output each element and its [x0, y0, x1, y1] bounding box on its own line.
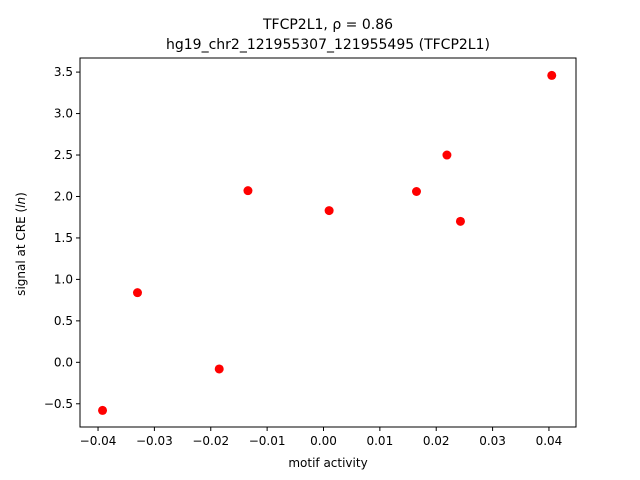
y-tick-label: 0.5	[54, 314, 73, 328]
y-tick-label: 1.5	[54, 231, 73, 245]
x-tick-label: 0.02	[423, 434, 450, 448]
x-tick-label: −0.01	[249, 434, 286, 448]
data-point	[214, 364, 224, 374]
y-tick-label: 1.0	[54, 272, 73, 286]
points-layer	[98, 70, 557, 415]
x-tick-label: −0.03	[136, 434, 173, 448]
y-axis-label-italic: ln	[14, 197, 28, 208]
x-tick-label: −0.04	[80, 434, 117, 448]
data-point	[411, 187, 421, 197]
y-axis-label-prefix: signal at CRE (	[14, 208, 28, 296]
x-axis-label: motif activity	[288, 456, 367, 470]
x-axis-ticks: −0.04 −0.03 −0.02 −0.01 0.00 0.01 0.02 0.03 0.04	[80, 427, 563, 448]
data-point	[324, 206, 334, 216]
data-point	[547, 70, 557, 80]
y-tick-label: 0.0	[54, 355, 73, 369]
data-point	[132, 288, 142, 298]
chart-title-line1: TFCP2L1, ρ = 0.86	[262, 17, 393, 33]
y-tick-label: 3.5	[54, 65, 73, 79]
data-point	[442, 150, 452, 160]
y-axis-label-suffix: )	[14, 192, 28, 197]
plot-frame	[79, 57, 577, 428]
plot-area	[79, 57, 577, 428]
x-tick-label: 0.01	[366, 434, 393, 448]
y-tick-label: −0.5	[44, 397, 73, 411]
y-tick-label: 3.0	[54, 107, 73, 121]
data-point	[455, 216, 465, 226]
y-tick-label: 2.5	[54, 148, 73, 162]
x-tick-label: 0.04	[536, 434, 563, 448]
x-tick-label: −0.02	[192, 434, 229, 448]
data-point	[243, 186, 253, 196]
y-tick-label: 2.0	[54, 189, 73, 203]
y-axis-label: signal at CRE (ln)	[14, 192, 28, 296]
x-tick-label: 0.03	[479, 434, 506, 448]
chart-title-line2: hg19_chr2_121955307_121955495 (TFCP2L1)	[166, 37, 490, 53]
data-point	[98, 405, 108, 415]
y-axis-ticks: −0.5 0.0 0.5 1.0 1.5 2.0 2.5 3.0 3.5	[44, 65, 80, 411]
x-tick-label: 0.00	[310, 434, 337, 448]
